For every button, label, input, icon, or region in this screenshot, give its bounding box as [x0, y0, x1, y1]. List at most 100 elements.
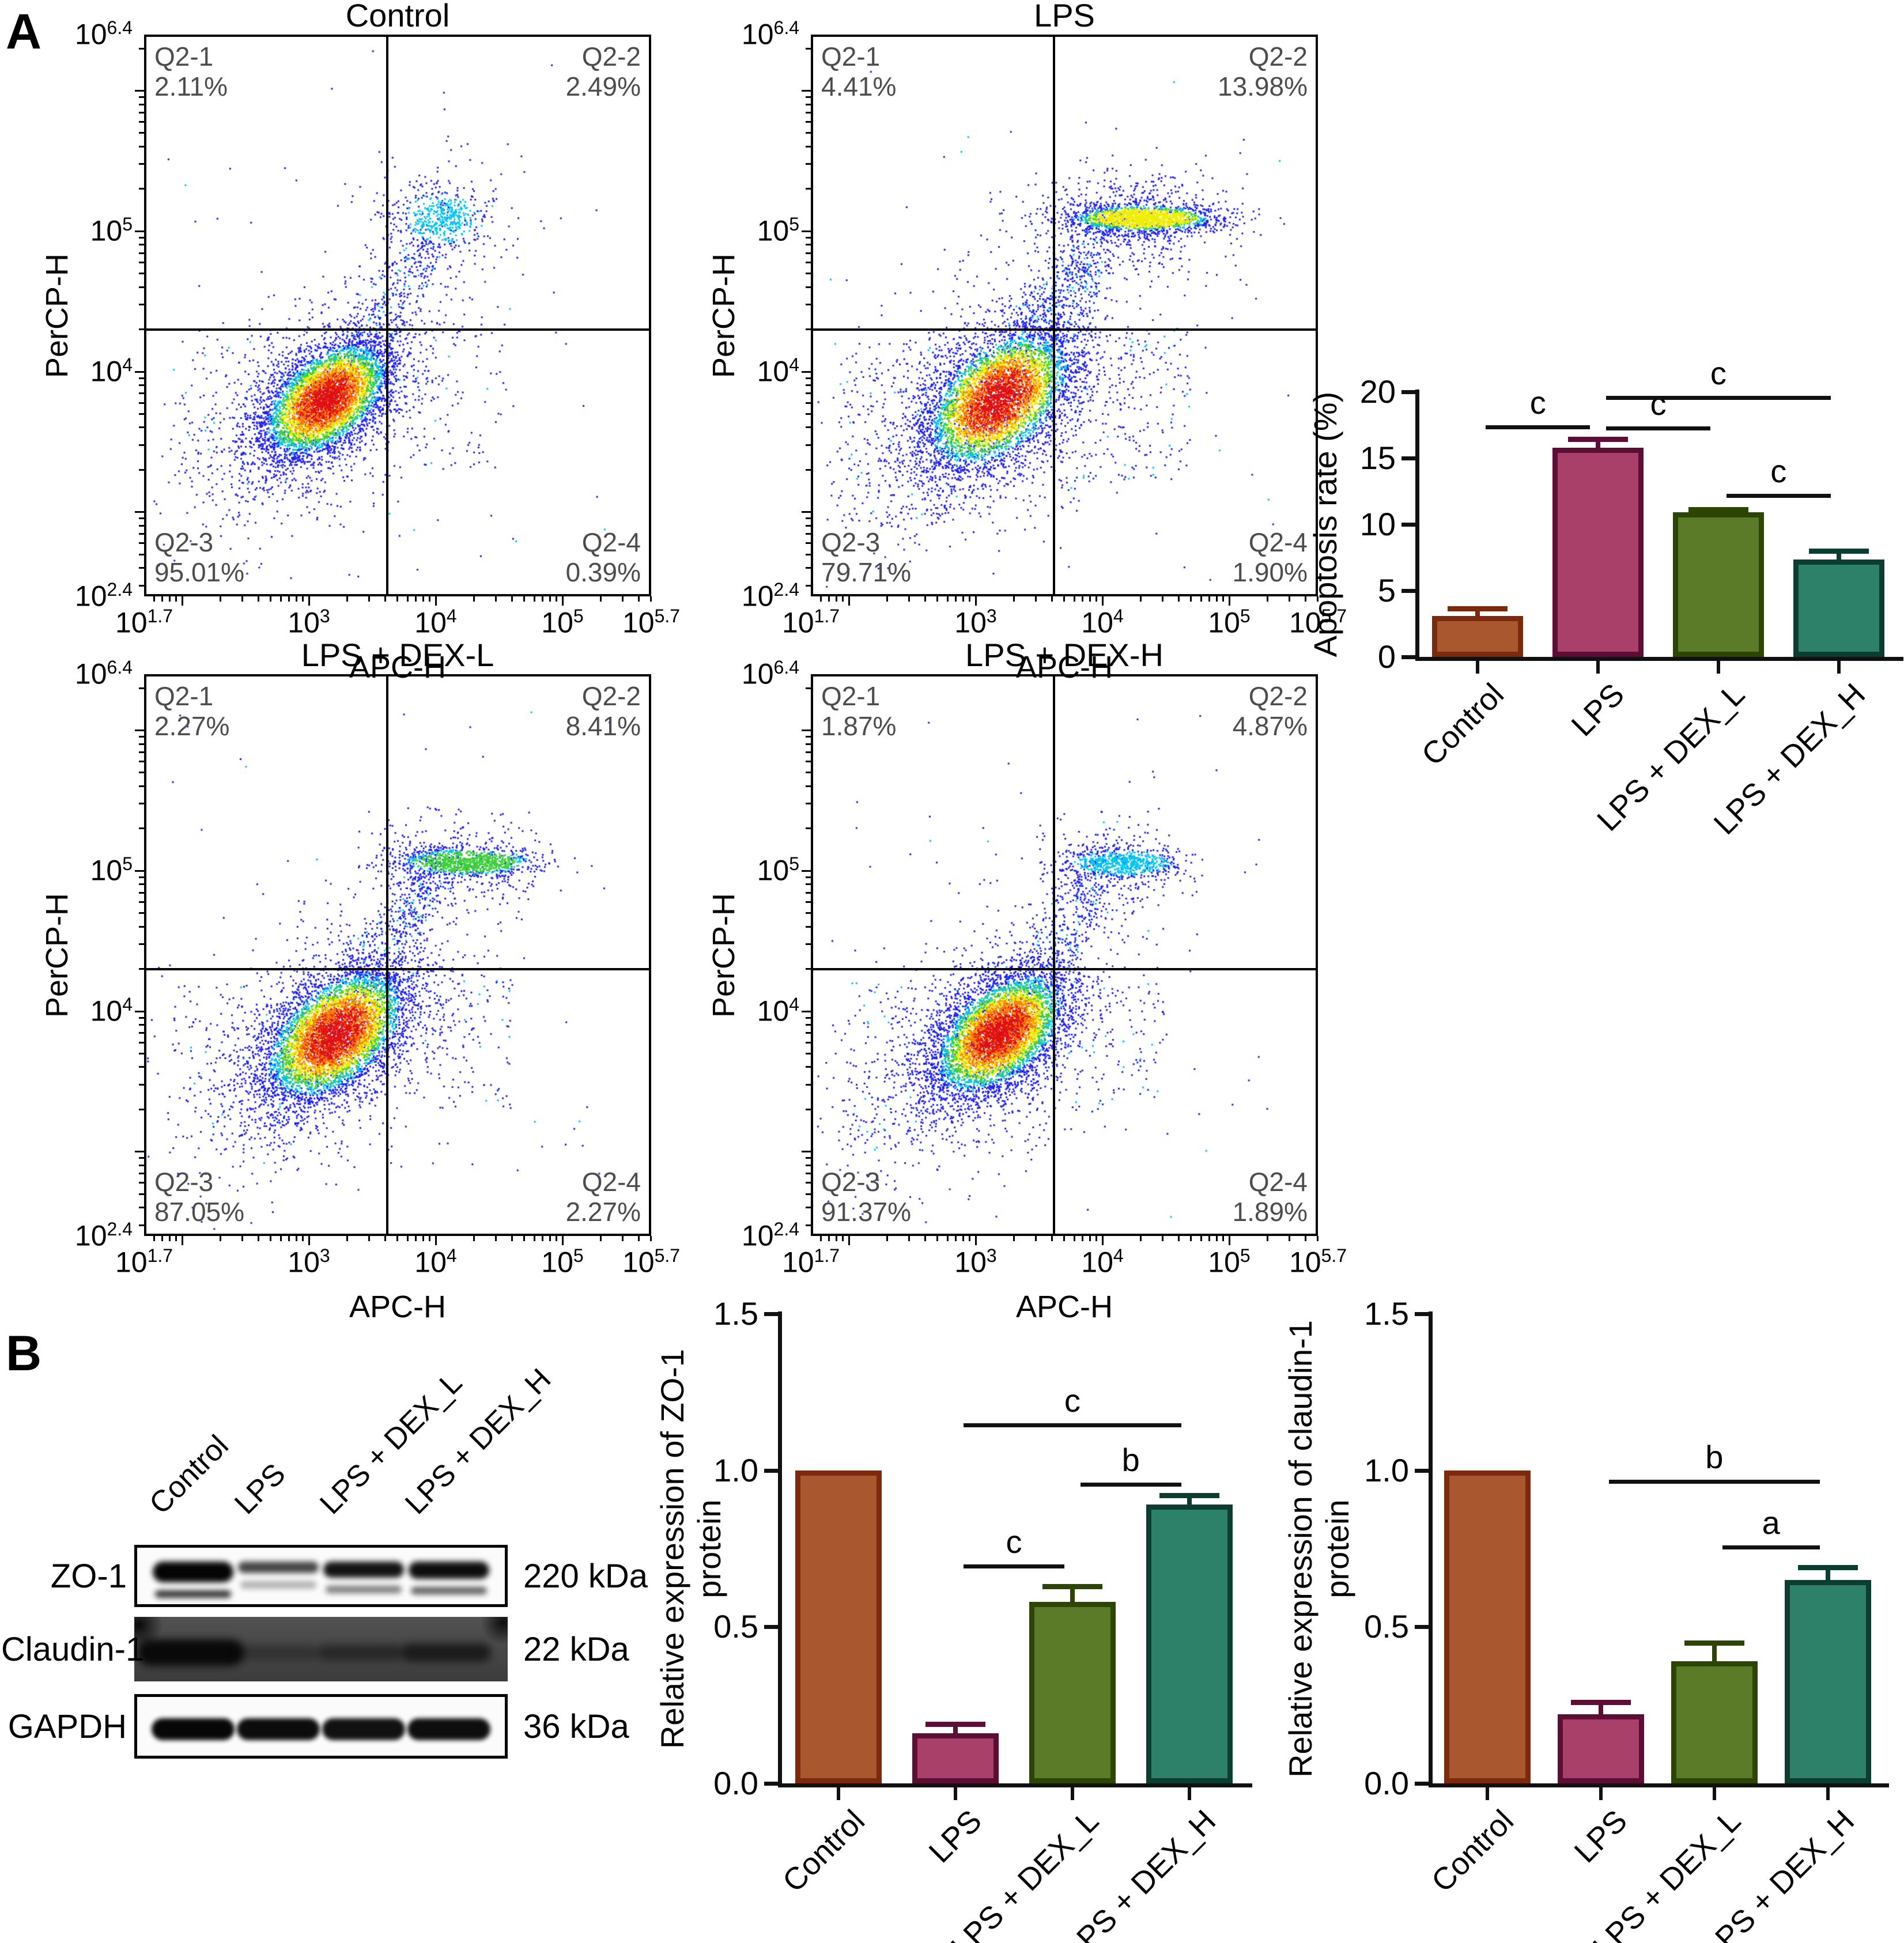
y-tick-label: 1.5 — [1364, 1295, 1409, 1332]
category-tick — [1486, 1787, 1490, 1800]
x-axis-tick — [406, 1236, 409, 1241]
x-axis-tick — [1304, 596, 1306, 602]
bar-lps-dex-l — [1029, 1601, 1116, 1783]
y-axis-tick — [139, 163, 144, 165]
x-axis-tick — [1317, 1236, 1319, 1241]
y-axis-tick — [139, 132, 144, 134]
blot-band — [322, 1718, 405, 1740]
y-axis-tick — [139, 426, 144, 429]
x-tick-label: 105 — [541, 1245, 584, 1279]
error-bar-stem — [1070, 1586, 1075, 1602]
bar-control — [1432, 615, 1524, 657]
x-axis-tick — [1317, 596, 1319, 602]
significance-line — [1609, 1479, 1820, 1484]
blot-band — [407, 1718, 490, 1740]
x-axis-tick — [473, 596, 475, 602]
error-bar-cap — [925, 1721, 986, 1727]
y-axis-tick — [1415, 1625, 1429, 1630]
y-axis-tick — [806, 901, 811, 903]
x-axis-tick — [241, 596, 244, 602]
y-axis-tick — [806, 47, 811, 50]
quadrant-label: Q2-3 79.71% — [821, 527, 1006, 587]
x-axis-tick — [219, 1236, 221, 1241]
x-axis-tick — [1035, 1236, 1037, 1241]
blot-row-label: GAPDH — [7, 1708, 127, 1745]
y-axis-tick — [139, 1052, 144, 1054]
y-axis-tick — [806, 1207, 811, 1209]
category-tick — [1599, 1787, 1603, 1800]
y-axis-tick — [806, 413, 811, 415]
x-axis-tick — [1208, 596, 1211, 602]
x-axis-tick — [936, 596, 939, 602]
x-axis-tick — [296, 1236, 298, 1241]
y-axis-tick — [135, 511, 144, 513]
y-axis-tick — [139, 1108, 144, 1110]
quadrant-name: Q2-1 — [154, 681, 214, 711]
significance-line — [1080, 1483, 1181, 1487]
significance-line — [1722, 1545, 1820, 1550]
x-axis-tick — [219, 596, 221, 602]
x-axis-tick — [1228, 596, 1230, 606]
x-axis-tick — [422, 596, 425, 602]
y-axis-tick — [139, 286, 144, 288]
flow-point-cloud — [146, 676, 649, 1234]
y-axis-tick — [806, 236, 811, 239]
y-axis-tick — [806, 1164, 811, 1166]
x-axis-tick — [495, 596, 497, 602]
x-axis-tick — [1073, 596, 1075, 602]
y-axis-tick — [139, 392, 144, 395]
y-axis-tick — [806, 1032, 811, 1034]
quadrant-label: Q2-3 95.01% — [154, 527, 339, 587]
y-axis-tick — [139, 103, 144, 105]
x-tick-label: 104 — [1081, 606, 1124, 639]
x-axis-tick — [346, 1236, 348, 1241]
blot-band — [153, 1562, 233, 1582]
blot-band-secondary — [155, 1590, 231, 1598]
quadrant-label: Q2-1 2.27% — [154, 681, 339, 741]
quadrant-percentage: 87.05% — [154, 1197, 245, 1227]
x-tick-label: 105.7 — [1289, 1245, 1347, 1279]
y-axis-tick — [806, 687, 811, 689]
x-axis-tick — [1013, 596, 1015, 602]
x-tick-label: 105.7 — [1289, 606, 1347, 639]
y-axis-tick — [806, 1041, 811, 1044]
category-tick — [1476, 661, 1480, 674]
y-axis-tick — [139, 1066, 144, 1068]
y-axis-tick — [806, 163, 811, 165]
x-axis-tick — [1228, 1236, 1230, 1245]
y-axis-tick — [764, 1625, 778, 1630]
category-tick — [1712, 1787, 1716, 1800]
x-axis-tick — [556, 1236, 558, 1241]
y-axis-tick — [806, 1193, 811, 1195]
x-axis-line — [1415, 657, 1903, 661]
y-axis-tick — [806, 1108, 811, 1110]
category-tick — [837, 1787, 841, 1800]
y-axis-tick — [139, 891, 144, 894]
y-axis-tick — [1415, 1468, 1429, 1473]
y-axis-tick — [806, 584, 811, 587]
y-axis-tick — [139, 943, 144, 946]
x-axis-tick — [974, 1236, 977, 1245]
blot-band — [323, 1562, 404, 1578]
error-bar-cap — [1042, 1583, 1102, 1589]
y-axis-tick — [139, 524, 144, 527]
blot-band-secondary — [240, 1581, 316, 1589]
flow-plot-title: LPS + DEX-H — [965, 637, 1163, 673]
x-axis-tick — [308, 1236, 310, 1245]
quadrant-label: Q2-4 0.39% — [456, 527, 641, 587]
x-axis-tick — [650, 596, 652, 602]
significance-line — [1606, 395, 1831, 400]
y-axis-tick — [1401, 456, 1415, 460]
error-bar-stem — [953, 1723, 958, 1734]
significance-line — [964, 1564, 1064, 1568]
quadrant-name: Q2-4 — [581, 1167, 641, 1197]
x-axis-tick — [511, 1236, 513, 1241]
quadrant-label: Q2-2 8.41% — [456, 681, 641, 741]
y-axis-tick — [139, 377, 144, 379]
flow-plot-title: LPS + DEX-L — [301, 637, 494, 673]
x-axis-tick — [523, 1236, 526, 1241]
quadrant-gate-horizontal-line — [811, 967, 1318, 970]
y-axis-title-line: Apoptosis rate (%) — [1307, 391, 1343, 657]
y-axis-tick — [139, 901, 144, 903]
x-tick-label: 101.7 — [781, 606, 840, 639]
